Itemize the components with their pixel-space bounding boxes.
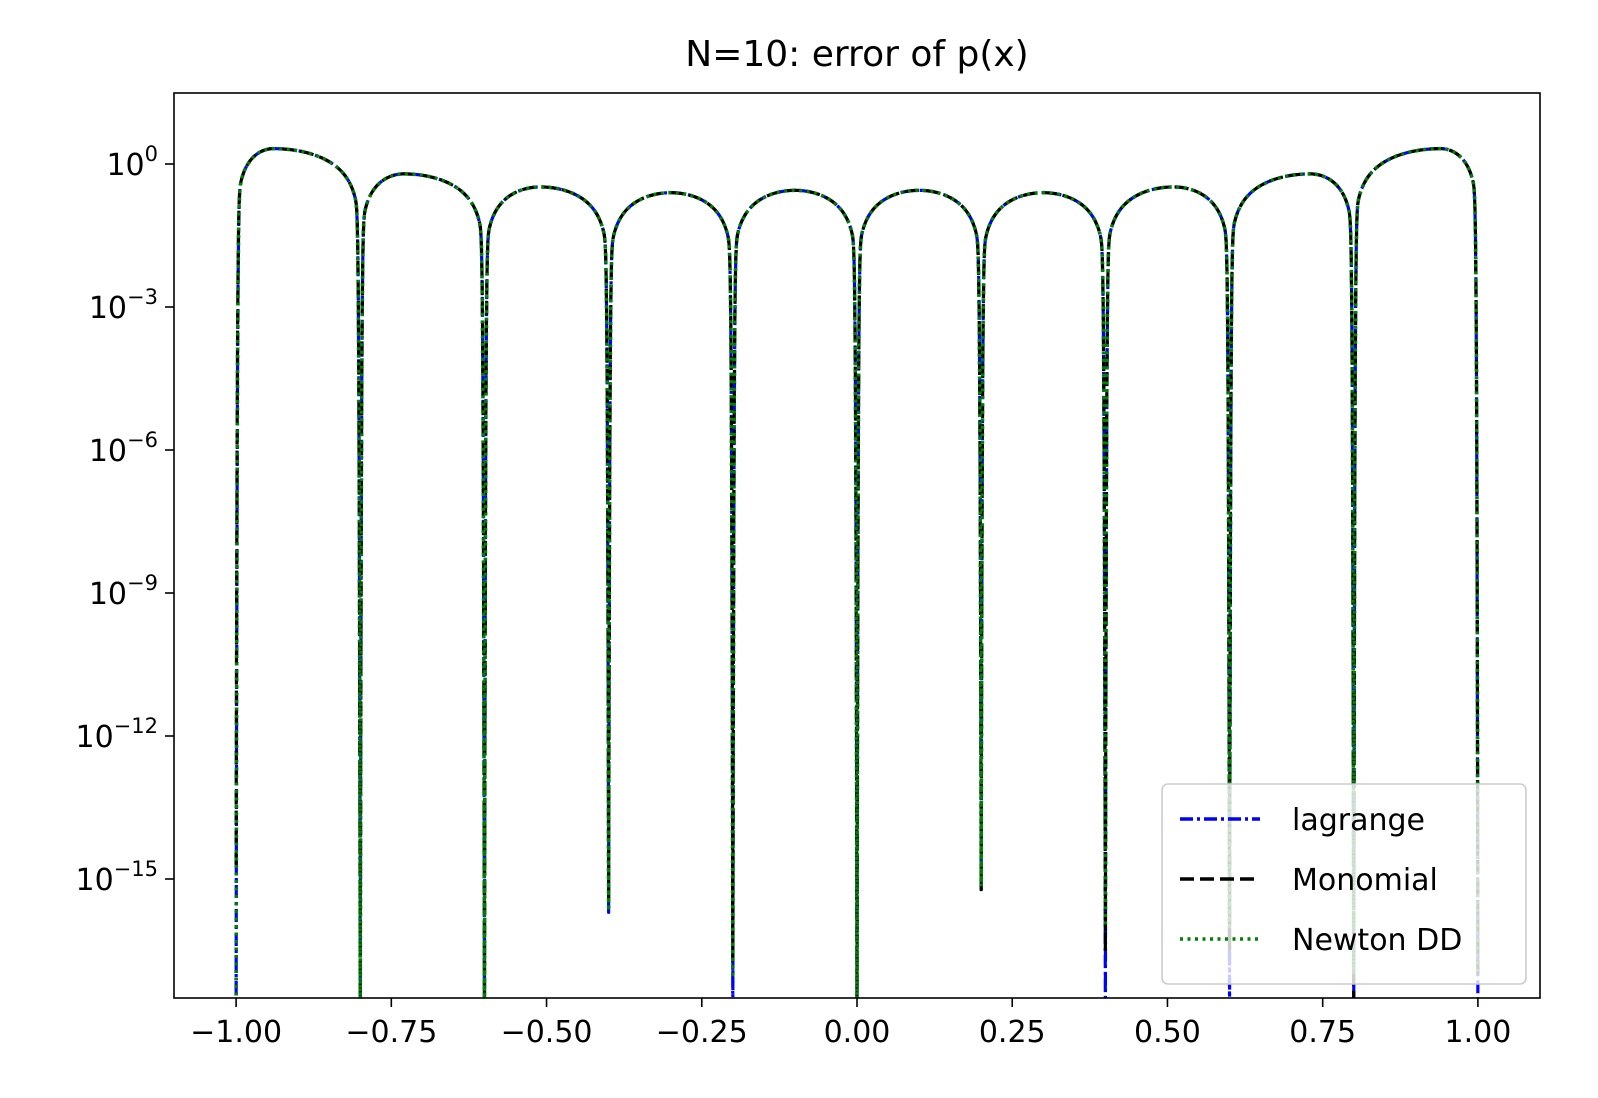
y-tick-label: 10−9 xyxy=(89,571,158,612)
legend-label-lagrange: lagrange xyxy=(1292,803,1425,838)
series-line-newton-dd xyxy=(234,146,1480,998)
x-tick-label: −0.50 xyxy=(501,1015,593,1050)
x-tick-label: 0.25 xyxy=(979,1015,1046,1050)
x-tick-label: −0.75 xyxy=(345,1015,437,1050)
y-tick-label: 10−15 xyxy=(75,857,158,898)
x-tick-label: −1.00 xyxy=(190,1015,282,1050)
x-tick-label: 1.00 xyxy=(1445,1015,1512,1050)
series-layer xyxy=(234,146,1480,998)
y-tick-label: 100 xyxy=(106,142,158,183)
x-tick-label: 0.75 xyxy=(1289,1015,1356,1050)
x-tick-label: 0.00 xyxy=(824,1015,891,1050)
legend-label-newton-dd: Newton DD xyxy=(1292,923,1462,958)
x-axis: −1.00 −0.75 −0.50 −0.25 0.00 0.25 0.50 0.75 1.00 xyxy=(190,998,1511,1050)
x-tick-label: 0.50 xyxy=(1134,1015,1201,1050)
legend-box xyxy=(1161,783,1527,985)
y-tick-label: 10−6 xyxy=(89,428,158,469)
y-tick-label: 10−12 xyxy=(75,714,158,755)
chart-title: N=10: error of p(x) xyxy=(685,34,1028,75)
x-tick-label: −0.25 xyxy=(656,1015,748,1050)
y-axis: 100 10−3 10−6 10−9 10−12 10−15 xyxy=(75,142,174,898)
y-tick-label: 10−3 xyxy=(89,285,158,326)
legend-label-monomial: Monomial xyxy=(1292,863,1438,898)
legend: lagrange Monomial Newton DD xyxy=(1161,783,1527,985)
